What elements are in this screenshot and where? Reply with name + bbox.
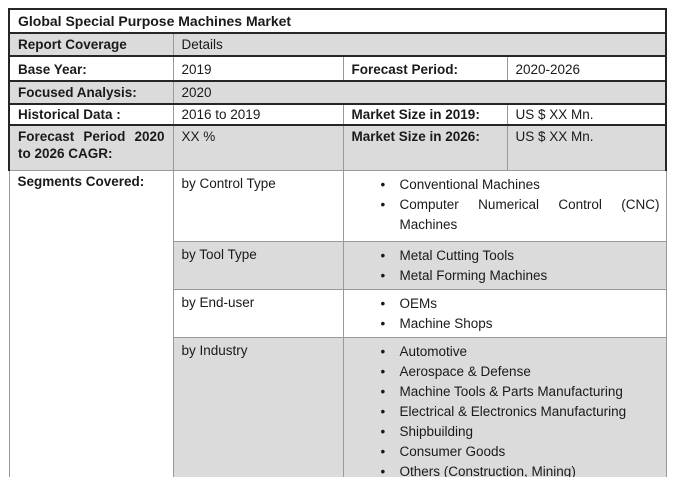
segment-items-end-user: OEMsMachine Shops — [342, 288, 667, 338]
table-row: Global Special Purpose Machines Market — [7, 8, 668, 34]
bullet-list: AutomotiveAerospace & DefenseMachine Too… — [344, 342, 660, 477]
historical-data-label: Historical Data : — [8, 103, 174, 126]
base-year-label: Base Year: — [8, 55, 174, 82]
bullet-item: OEMs — [377, 294, 660, 314]
segment-group-industry: by Industry — [172, 336, 344, 477]
forecast-period-value: 2020-2026 — [506, 55, 668, 82]
bullet-item: Computer Numerical Control (CNC) Machine… — [377, 195, 660, 235]
segments-covered-label: Segments Covered: — [8, 169, 174, 477]
table-row: Report Coverage Details — [8, 32, 668, 57]
bullet-item: Machine Tools & Parts Manufacturing — [377, 382, 660, 402]
bullet-list: Conventional MachinesComputer Numerical … — [344, 175, 660, 235]
table-row: Segments Covered: by Control Type Conven… — [8, 169, 667, 477]
segment-group-tool-type: by Tool Type — [172, 240, 344, 290]
segment-items-tool-type: Metal Cutting ToolsMetal Forming Machine… — [342, 240, 667, 290]
bullet-item: Consumer Goods — [377, 442, 660, 462]
report-coverage-value: Details — [172, 32, 668, 57]
table-row: by Tool Type Metal Cutting ToolsMetal Fo… — [9, 240, 667, 290]
table-row: Forecast Period 2020 to 2026 CAGR: XX % … — [8, 124, 668, 171]
table-row: Historical Data : 2016 to 2019 Market Si… — [8, 103, 668, 126]
table-title: Global Special Purpose Machines Market — [7, 8, 668, 34]
segment-items-industry: AutomotiveAerospace & DefenseMachine Too… — [342, 336, 667, 477]
focused-analysis-value: 2020 — [172, 80, 668, 105]
forecast-period-label: Forecast Period: — [342, 55, 508, 82]
bullet-item: Automotive — [377, 342, 660, 362]
focused-analysis-label: Focused Analysis: — [8, 80, 174, 105]
market-size-2026-label: Market Size in 2026: — [342, 124, 508, 171]
bullet-list: Metal Cutting ToolsMetal Forming Machine… — [344, 246, 660, 286]
forecast-cagr-value: XX % — [172, 124, 344, 171]
table-row: Base Year: 2019 Forecast Period: 2020-20… — [8, 55, 668, 82]
table-row: Focused Analysis: 2020 — [8, 80, 668, 105]
bullet-item: Metal Cutting Tools — [377, 246, 660, 266]
bullet-item: Conventional Machines — [377, 175, 660, 195]
market-coverage-table: Global Special Purpose Machines Market R… — [7, 8, 668, 477]
bullet-item: Shipbuilding — [377, 422, 660, 442]
segment-group-end-user: by End-user — [172, 288, 344, 338]
market-size-2019-label: Market Size in 2019: — [342, 103, 508, 126]
bullet-item: Electrical & Electronics Manufacturing — [377, 402, 660, 422]
market-size-2019-value: US $ XX Mn. — [506, 103, 668, 126]
historical-data-value: 2016 to 2019 — [172, 103, 344, 126]
bullet-item: Machine Shops — [377, 314, 660, 334]
segment-items-control-type: Conventional MachinesComputer Numerical … — [342, 169, 667, 242]
segment-group-control-type: by Control Type — [172, 169, 344, 242]
bullet-item: Metal Forming Machines — [377, 266, 660, 286]
bullet-item: Others (Construction, Mining) — [377, 462, 660, 477]
base-year-value: 2019 — [172, 55, 344, 82]
forecast-cagr-label: Forecast Period 2020 to 2026 CAGR: — [8, 124, 174, 171]
table-row: by End-user OEMsMachine Shops — [9, 288, 667, 338]
table-row: by Industry AutomotiveAerospace & Defens… — [9, 336, 667, 477]
report-coverage-label: Report Coverage — [8, 32, 174, 57]
bullet-list: OEMsMachine Shops — [344, 294, 660, 334]
market-size-2026-value: US $ XX Mn. — [506, 124, 668, 171]
bullet-item: Aerospace & Defense — [377, 362, 660, 382]
